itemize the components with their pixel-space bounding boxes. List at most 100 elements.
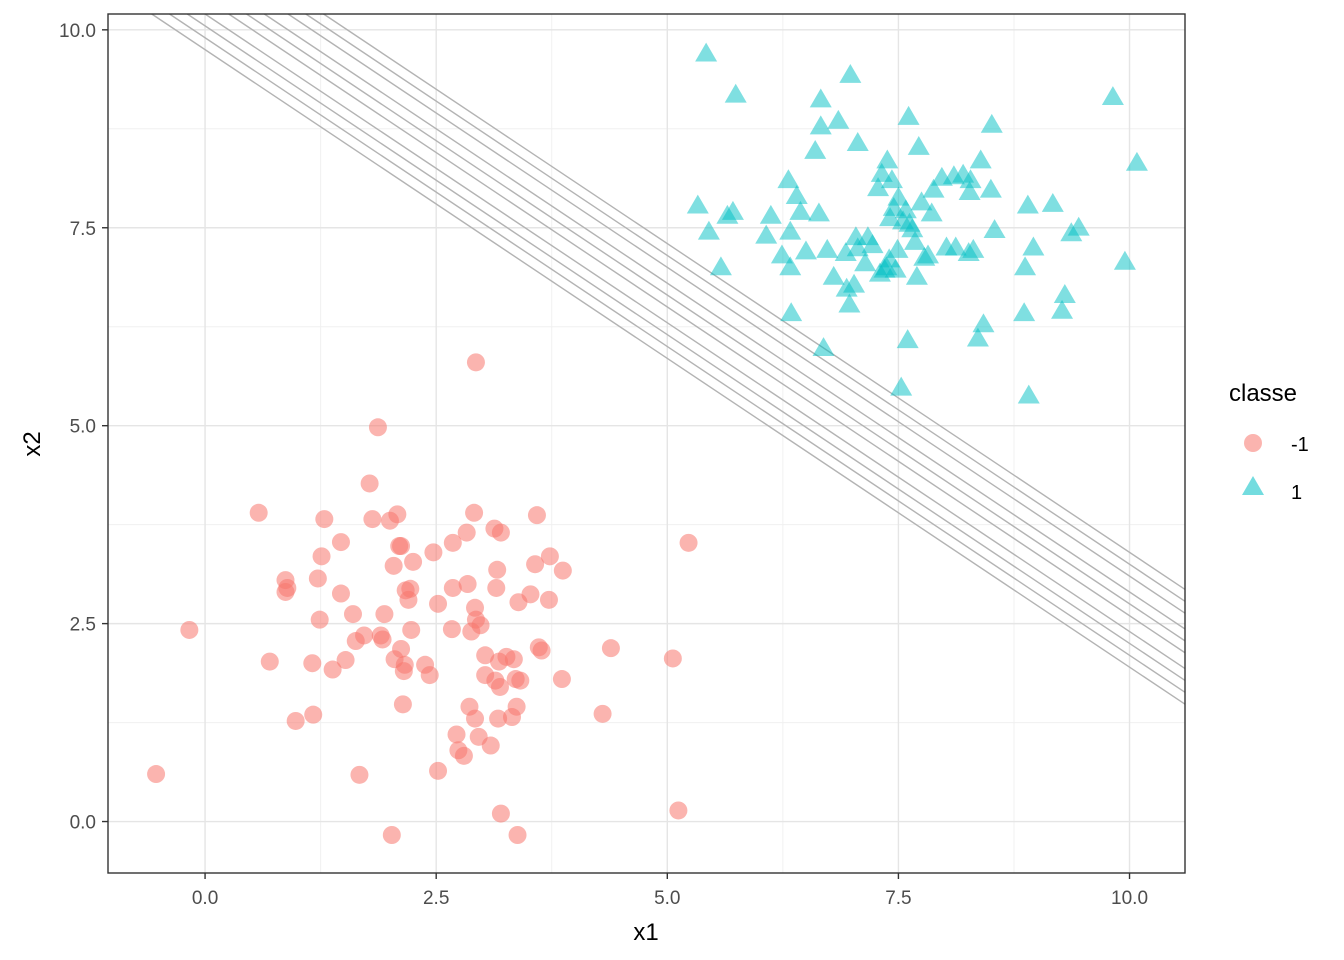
point-class-pos bbox=[809, 115, 832, 135]
point-class-pos bbox=[807, 202, 830, 222]
point-class-pos bbox=[890, 376, 913, 396]
point-class-neg bbox=[466, 709, 485, 728]
point-class-neg bbox=[336, 651, 355, 670]
point-class-pos bbox=[809, 88, 832, 108]
point-class-pos bbox=[920, 202, 943, 222]
point-class-neg bbox=[552, 670, 571, 689]
point-class-pos bbox=[804, 139, 827, 159]
point-class-neg bbox=[476, 646, 495, 665]
decision-line bbox=[263, 13, 1186, 630]
point-class-neg bbox=[147, 765, 166, 784]
point-class-pos bbox=[779, 220, 802, 240]
point-class-pos bbox=[785, 185, 808, 205]
point-class-pos bbox=[880, 169, 903, 189]
x-tick-label: 5.0 bbox=[654, 888, 680, 909]
y-tick-label: 5.0 bbox=[70, 417, 96, 438]
point-class-neg bbox=[315, 510, 334, 529]
point-class-pos bbox=[905, 265, 928, 285]
point-class-pos bbox=[887, 186, 910, 206]
point-class-neg bbox=[442, 620, 461, 639]
data-points bbox=[147, 42, 1148, 844]
point-class-pos bbox=[867, 177, 890, 197]
point-class-pos bbox=[972, 313, 995, 333]
point-class-neg bbox=[443, 533, 462, 552]
point-class-pos bbox=[794, 240, 817, 260]
panel-border bbox=[107, 13, 1186, 874]
point-class-neg bbox=[491, 523, 510, 542]
point-class-neg bbox=[388, 505, 407, 524]
point-class-neg bbox=[454, 746, 473, 765]
x-tick-label: 0.0 bbox=[192, 888, 218, 909]
y-tick-label: 2.5 bbox=[70, 615, 96, 636]
decision-line bbox=[151, 13, 1186, 705]
point-class-pos bbox=[904, 231, 927, 250]
point-class-pos bbox=[979, 178, 1002, 198]
point-class-pos bbox=[962, 238, 985, 258]
point-class-pos bbox=[1017, 384, 1040, 404]
point-class-pos bbox=[1113, 250, 1136, 270]
point-class-neg bbox=[278, 578, 297, 597]
point-class-pos bbox=[861, 234, 884, 254]
point-class-neg bbox=[489, 709, 508, 728]
decision-line bbox=[204, 13, 1186, 670]
point-class-neg bbox=[669, 801, 688, 820]
point-class-neg bbox=[360, 474, 379, 493]
point-class-pos bbox=[876, 149, 899, 169]
point-class-neg bbox=[382, 825, 401, 844]
point-class-pos bbox=[697, 220, 720, 240]
point-class-pos bbox=[854, 252, 877, 272]
point-class-pos bbox=[958, 181, 981, 201]
point-class-neg bbox=[488, 560, 507, 579]
point-class-neg bbox=[373, 630, 392, 649]
point-class-neg bbox=[393, 695, 412, 714]
point-class-neg bbox=[447, 725, 466, 744]
decision-lines bbox=[151, 13, 1186, 705]
point-class-neg bbox=[679, 533, 698, 552]
point-class-pos bbox=[846, 132, 869, 151]
point-class-neg bbox=[312, 547, 331, 566]
point-class-pos bbox=[1016, 194, 1039, 214]
point-class-pos bbox=[894, 199, 917, 219]
y-tick-label: 0.0 bbox=[70, 813, 96, 834]
point-class-neg bbox=[601, 639, 620, 658]
point-class-neg bbox=[539, 590, 558, 609]
point-class-pos bbox=[834, 242, 857, 262]
point-class-pos bbox=[886, 238, 909, 258]
y-axis-title: x2 bbox=[19, 431, 46, 456]
point-class-neg bbox=[481, 736, 500, 755]
point-class-pos bbox=[812, 337, 835, 357]
decision-line bbox=[228, 13, 1186, 654]
point-class-neg bbox=[663, 649, 682, 668]
legend-key-triangle bbox=[1242, 476, 1264, 495]
point-class-pos bbox=[789, 200, 812, 220]
x-axis-ticks: 0.0 2.5 5.0 7.5 10.0 bbox=[192, 873, 1148, 909]
point-class-pos bbox=[879, 207, 902, 227]
point-class-pos bbox=[901, 218, 924, 238]
decision-line bbox=[323, 13, 1186, 590]
point-class-neg bbox=[331, 533, 350, 552]
point-class-pos bbox=[755, 224, 778, 244]
point-class-neg bbox=[249, 503, 268, 522]
decision-line bbox=[169, 13, 1186, 693]
x-tick-label: 10.0 bbox=[1111, 888, 1148, 909]
point-class-neg bbox=[491, 804, 510, 823]
point-class-neg bbox=[508, 825, 527, 844]
point-class-neg bbox=[420, 666, 439, 685]
point-class-pos bbox=[780, 302, 803, 322]
point-class-pos bbox=[959, 169, 982, 189]
point-class-pos bbox=[770, 244, 793, 264]
point-class-neg bbox=[511, 671, 530, 690]
point-class-pos bbox=[896, 329, 919, 349]
point-class-pos bbox=[839, 63, 862, 83]
point-class-neg bbox=[303, 654, 322, 673]
point-class-neg bbox=[593, 704, 612, 723]
point-class-neg bbox=[368, 418, 387, 437]
decision-line bbox=[287, 13, 1186, 614]
point-class-pos bbox=[944, 236, 967, 256]
point-class-neg bbox=[401, 579, 420, 598]
point-class-neg bbox=[526, 555, 545, 574]
point-class-neg bbox=[553, 561, 572, 580]
decision-line bbox=[246, 13, 1186, 642]
legend-label-pos: 1 bbox=[1291, 482, 1302, 504]
